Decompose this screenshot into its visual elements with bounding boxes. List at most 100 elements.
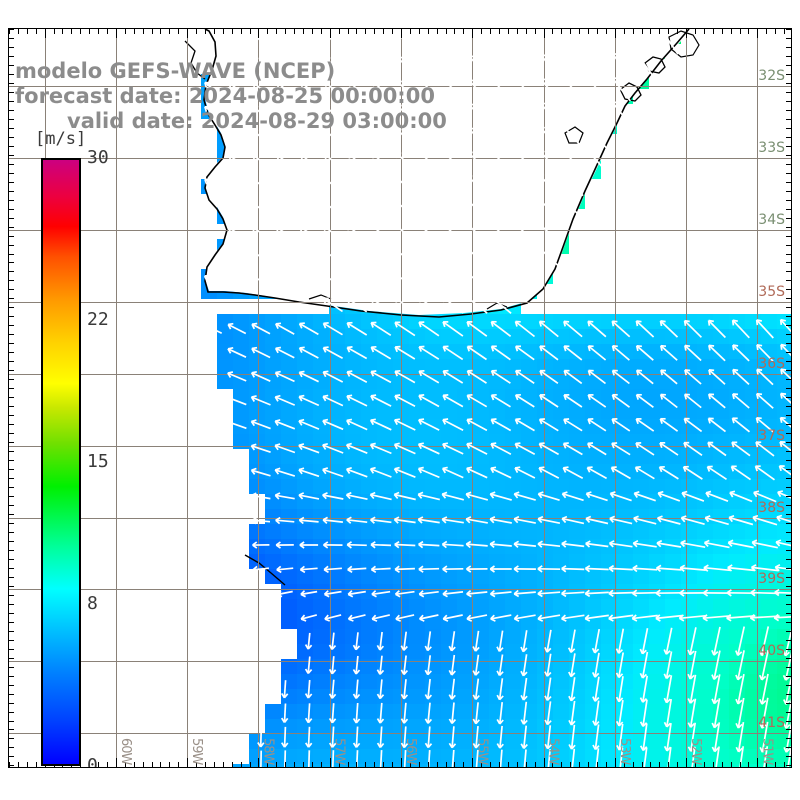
axis-tick <box>606 762 607 767</box>
axis-tick <box>276 762 277 767</box>
axis-tick <box>786 397 791 398</box>
axis-tick <box>9 200 14 201</box>
axis-tick <box>9 469 14 470</box>
axis-tick <box>401 758 402 767</box>
axis-tick <box>9 649 14 650</box>
axis-tick <box>18 29 19 34</box>
axis-tick <box>633 29 634 34</box>
axis-tick <box>9 631 14 632</box>
axis-tick <box>401 29 402 38</box>
axis-tick <box>98 762 99 767</box>
axis-tick <box>143 29 144 34</box>
axis-tick <box>615 29 616 38</box>
axis-tick <box>597 762 598 767</box>
axis-tick <box>642 762 643 767</box>
axis-tick <box>9 640 14 641</box>
axis-tick <box>9 191 14 192</box>
axis-tick <box>365 762 366 767</box>
axis-tick <box>786 370 791 371</box>
axis-tick <box>258 29 259 38</box>
grid-line-lat <box>9 230 791 231</box>
axis-tick <box>499 29 500 34</box>
axis-tick <box>786 424 791 425</box>
colorbar-tick: 15 <box>87 451 109 472</box>
axis-tick <box>9 586 14 587</box>
grid-line-lon <box>686 29 687 767</box>
axis-tick <box>535 762 536 767</box>
lat-label: 39S <box>758 571 785 588</box>
grid-line-lon <box>544 29 545 767</box>
axis-tick <box>786 236 791 237</box>
axis-tick <box>437 29 438 34</box>
axis-tick <box>463 762 464 767</box>
grid-line-lon <box>116 29 117 767</box>
axis-tick <box>786 271 791 272</box>
axis-tick <box>579 762 580 767</box>
axis-tick <box>786 101 791 102</box>
axis-tick <box>786 460 791 461</box>
axis-tick <box>9 505 14 506</box>
axis-tick <box>9 676 14 677</box>
axis-tick <box>9 29 10 34</box>
colorbar-unit-label: [m/s] <box>35 129 87 149</box>
lat-label: 40S <box>758 643 785 660</box>
axis-tick <box>786 316 791 317</box>
grid-line-lat <box>9 86 791 87</box>
axis-tick <box>786 280 791 281</box>
axis-tick <box>775 762 776 767</box>
axis-tick <box>472 758 473 767</box>
axis-tick <box>419 762 420 767</box>
axis-tick <box>9 74 14 75</box>
axis-tick <box>786 83 791 84</box>
axis-tick <box>214 762 215 767</box>
axis-tick <box>250 29 251 34</box>
axis-tick <box>544 29 545 38</box>
axis-tick <box>9 56 14 57</box>
axis-tick <box>374 29 375 34</box>
lon-label: 57W <box>331 737 347 764</box>
axis-tick <box>786 352 791 353</box>
axis-tick <box>134 29 135 34</box>
axis-tick <box>786 433 791 434</box>
axis-tick <box>9 119 14 120</box>
axis-tick <box>481 762 482 767</box>
axis-tick <box>786 649 791 650</box>
axis-tick <box>786 164 791 165</box>
axis-tick <box>356 762 357 767</box>
lat-label: 38S <box>758 499 785 516</box>
axis-tick <box>330 758 331 767</box>
axis-tick <box>786 47 791 48</box>
axis-tick <box>786 110 791 111</box>
colorbar-tick: 8 <box>87 592 98 614</box>
axis-tick <box>748 762 749 767</box>
axis-tick <box>786 613 791 614</box>
axis-tick <box>365 29 366 34</box>
axis-tick <box>552 29 553 34</box>
axis-tick <box>499 762 500 767</box>
axis-tick <box>294 29 295 34</box>
axis-tick <box>446 29 447 34</box>
axis-tick <box>9 29 14 30</box>
axis-tick <box>786 155 791 156</box>
map-plot-area[interactable]: 61W60W59W58W57W56W55W54W53W52W51W 32S33S… <box>8 28 792 768</box>
axis-tick <box>786 604 791 605</box>
axis-tick <box>786 451 791 452</box>
axis-tick <box>9 38 14 39</box>
axis-tick <box>330 29 331 38</box>
axis-tick <box>276 29 277 34</box>
axis-tick <box>786 478 791 479</box>
axis-tick <box>9 559 14 560</box>
axis-tick <box>748 29 749 34</box>
colorbar-gradient <box>41 158 81 766</box>
axis-tick <box>9 137 14 138</box>
axis-tick <box>9 110 14 111</box>
axis-tick <box>9 523 14 524</box>
axis-tick <box>437 762 438 767</box>
axis-tick <box>9 442 14 443</box>
axis-tick <box>205 762 206 767</box>
lon-label: 52W <box>688 737 704 764</box>
grid-line-lat <box>9 446 791 447</box>
axis-tick <box>9 577 14 578</box>
lon-label: 54W <box>545 737 561 764</box>
axis-tick <box>9 155 14 156</box>
